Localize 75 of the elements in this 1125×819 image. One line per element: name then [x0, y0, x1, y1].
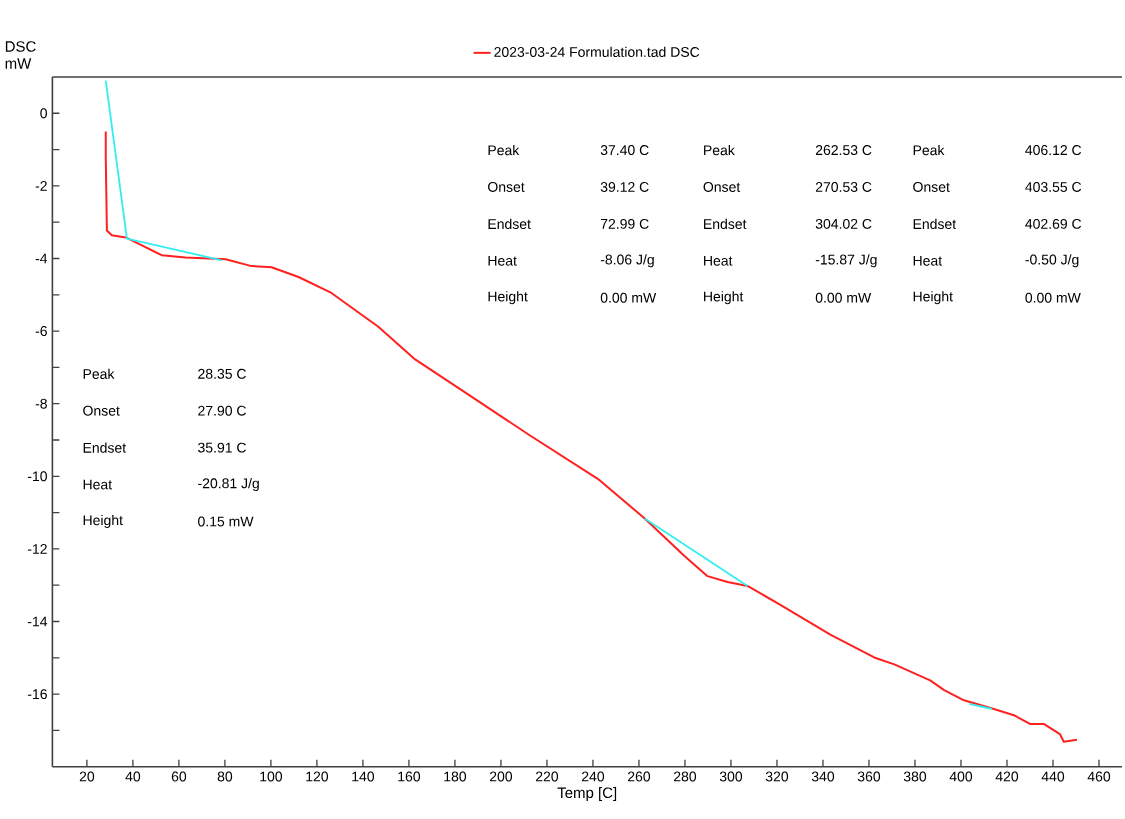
- y-axis-title: DSC mW: [5, 41, 36, 69]
- annotation: 0.00 mW: [815, 292, 872, 303]
- annotation: Heat: [704, 256, 733, 266]
- x-tick-label: 200: [489, 771, 513, 782]
- x-tick-label: 140: [352, 771, 375, 782]
- annotation: -8.06 J/g: [600, 254, 654, 268]
- x-tick-label: 380: [903, 771, 927, 782]
- x-tick-label: 300: [719, 771, 743, 782]
- annotation: Height: [83, 515, 123, 529]
- annotation: 403.55 C: [1025, 182, 1082, 193]
- x-tick-label: 60: [171, 771, 187, 782]
- annotation: Height: [488, 291, 528, 305]
- y-tick-label: -8: [35, 398, 47, 409]
- annotation: 37.40 C: [600, 145, 649, 156]
- annotation: Endset: [704, 218, 747, 230]
- y-tick-label: -16: [27, 689, 47, 700]
- annotation: -20.81 J/g: [198, 478, 259, 492]
- annotation: 28.35 C: [198, 369, 246, 379]
- x-tick-label: 460: [1087, 771, 1111, 782]
- annotation: Onset: [83, 405, 120, 416]
- x-tick-label: 360: [857, 771, 881, 782]
- annotation: -0.50 J/g: [1025, 254, 1079, 268]
- annotation: Height: [913, 291, 953, 305]
- annotation: Endset: [83, 442, 127, 453]
- x-tick-label: 120: [306, 771, 329, 782]
- annotation: 39.12 C: [600, 182, 649, 193]
- x-tick-label: 400: [949, 771, 973, 782]
- x-tick-label: 320: [765, 771, 789, 782]
- annotation: Heat: [913, 256, 943, 266]
- annotation: Onset: [488, 182, 525, 193]
- annotation: 406.12 C: [1025, 145, 1082, 156]
- annotation: Peak: [83, 368, 115, 380]
- x-tick-label: 440: [1041, 771, 1065, 782]
- annotation: 35.91 C: [198, 442, 246, 453]
- annotation: 402.69 C: [1025, 219, 1082, 229]
- legend-label: 2023-03-24 Formulation.tad DSC: [494, 46, 700, 58]
- x-tick-label: 280: [673, 771, 697, 782]
- annotation: -15.87 J/g: [815, 254, 877, 268]
- x-tick-label: 180: [444, 771, 467, 782]
- x-axis-title: Temp [C]: [557, 787, 617, 802]
- annotation: 262.53 C: [815, 145, 872, 156]
- y-tick-label: -2: [35, 181, 47, 191]
- annotation: Height: [704, 291, 744, 305]
- annotation: 0.00 mW: [1025, 292, 1081, 303]
- annotation: 72.99 C: [600, 219, 649, 229]
- annotation: Heat: [488, 256, 517, 266]
- annotation: Onset: [703, 182, 741, 193]
- x-tick-label: 80: [217, 771, 233, 782]
- annotation: Onset: [913, 182, 950, 193]
- x-tick-label: 260: [627, 771, 651, 782]
- annotation: 0.15 mW: [198, 516, 254, 527]
- annotation: Endset: [488, 218, 531, 230]
- y-tick-label: -12: [27, 544, 47, 554]
- annotation: Peak: [913, 145, 945, 156]
- x-tick-label: 100: [260, 771, 283, 782]
- annotation: Peak: [488, 145, 520, 156]
- y-tick-label: -14: [27, 616, 48, 627]
- annotation: 27.90 C: [198, 405, 246, 416]
- annotation: Peak: [704, 145, 735, 156]
- annotation: 304.02 C: [815, 219, 872, 229]
- x-tick-label: 420: [995, 771, 1019, 782]
- x-tick-label: 160: [398, 771, 421, 782]
- x-tick-label: 340: [811, 771, 835, 782]
- annotation: 270.53 C: [815, 182, 872, 193]
- y-tick-label: -10: [27, 471, 47, 482]
- y-tick-label: -6: [35, 326, 47, 337]
- annotation: Endset: [913, 218, 957, 230]
- x-tick-label: 40: [125, 771, 141, 782]
- annotation: 0.00 mW: [600, 292, 657, 303]
- y-tick-label: -4: [35, 253, 48, 264]
- annotation: Heat: [83, 479, 112, 490]
- y-tick-label: 0: [40, 108, 47, 119]
- x-tick-label: 240: [581, 771, 605, 782]
- x-tick-label: 220: [535, 771, 559, 782]
- x-tick-label: 20: [79, 771, 95, 782]
